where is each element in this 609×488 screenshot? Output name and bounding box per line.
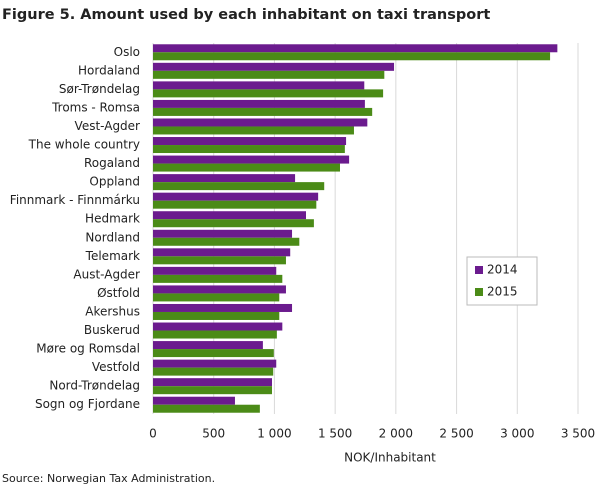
bar: [153, 52, 551, 61]
bar: [153, 192, 319, 201]
bar: [153, 330, 277, 339]
x-axis-label: NOK/Inhabitant: [344, 451, 436, 465]
bar: [153, 359, 277, 368]
y-tick-label: Østfold: [97, 286, 140, 300]
bar: [153, 174, 296, 183]
y-tick-label: Buskerud: [84, 323, 140, 337]
bar: [153, 126, 354, 135]
x-tick-label: 1 000: [257, 427, 291, 441]
y-tick-label: Finnmark - Finnmárku: [10, 193, 140, 207]
legend-box: [466, 256, 538, 306]
bar: [153, 81, 365, 90]
y-tick-label: The whole country: [28, 138, 140, 152]
bar: [153, 163, 340, 172]
y-tick-label: Troms - Romsa: [51, 100, 140, 114]
x-tick-label: 1 500: [318, 427, 352, 441]
y-tick-label: Hordaland: [78, 63, 140, 77]
bar: [153, 266, 277, 275]
bar: [153, 386, 272, 395]
x-tick-label: 2 500: [439, 427, 473, 441]
bar: [153, 248, 291, 257]
legend-label: 2014: [487, 263, 518, 277]
x-tick-label: 3 000: [500, 427, 534, 441]
y-tick-label: Hedmark: [85, 212, 140, 226]
bar: [153, 378, 272, 387]
bar: [153, 200, 317, 209]
bar: [153, 155, 350, 164]
bar: [153, 311, 280, 320]
legend-label: 2015: [487, 285, 518, 299]
chart-title: Figure 5. Amount used by each inhabitant…: [2, 7, 490, 23]
bar: [153, 62, 395, 71]
y-tick-label: Oppland: [89, 175, 140, 189]
y-tick-label: Sør-Trøndelag: [59, 82, 140, 96]
bar: [153, 118, 368, 127]
bar: [153, 107, 373, 116]
y-tick-label: Aust-Agder: [73, 267, 140, 281]
legend-swatch: [475, 288, 483, 296]
bar: [153, 211, 306, 220]
bar: [153, 182, 325, 191]
x-tick-label: 2 000: [379, 427, 413, 441]
y-tick-label: Vestfold: [92, 360, 140, 374]
bar: [153, 341, 263, 350]
bar: [153, 44, 558, 53]
bar: [153, 89, 384, 98]
bar: [153, 99, 365, 108]
bar: [153, 145, 345, 154]
y-tick-label: Møre og Romsdal: [36, 342, 140, 356]
legend-swatch: [475, 266, 483, 274]
y-tick-label: Akershus: [85, 304, 140, 318]
bar: [153, 367, 274, 376]
x-tick-label: 500: [202, 427, 225, 441]
y-tick-label: Sogn og Fjordane: [35, 397, 140, 411]
bar: [153, 285, 286, 294]
bar: [153, 349, 274, 358]
source: Source: Norwegian Tax Administration.: [2, 472, 215, 485]
bar: [153, 404, 260, 413]
bar: [153, 229, 293, 238]
bar: [153, 219, 314, 228]
bar: [153, 396, 235, 405]
y-tick-label: Vest-Agder: [75, 119, 141, 133]
bar: [153, 274, 283, 283]
y-tick-label: Oslo: [114, 45, 140, 59]
bar: [153, 293, 280, 302]
bar: [153, 137, 347, 146]
bar: [153, 256, 286, 265]
x-tick-label: 0: [149, 427, 157, 441]
y-tick-label: Nordland: [85, 230, 140, 244]
y-tick-label: Nord-Trøndelag: [49, 379, 140, 393]
y-tick-label: Rogaland: [84, 156, 140, 170]
y-tick-label: Telemark: [85, 249, 140, 263]
bar: [153, 322, 283, 331]
bar: [153, 303, 293, 312]
bar: [153, 70, 385, 79]
x-tick-label: 3 500: [561, 427, 595, 441]
bar: [153, 237, 300, 246]
